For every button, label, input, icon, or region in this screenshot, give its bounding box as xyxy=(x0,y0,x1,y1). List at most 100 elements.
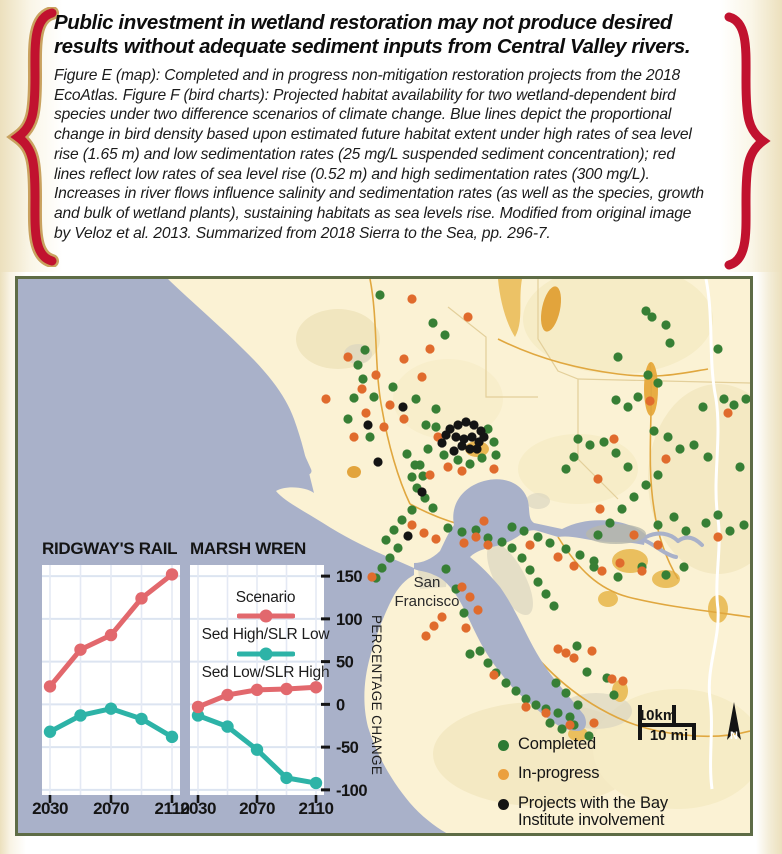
sed-high-slr-low-label: Sed High/SLR Low xyxy=(201,626,330,644)
project-dot-completed xyxy=(375,290,385,300)
project-dot-completed xyxy=(377,563,387,573)
marsh-wren-title: MARSH WREN xyxy=(190,539,306,558)
marsh-wren-chart: 2030 2070 2110 xyxy=(180,565,334,818)
project-dot-completed xyxy=(675,444,685,454)
project-dot-in_progress xyxy=(569,561,579,571)
in-progress-dot-icon xyxy=(498,769,509,781)
project-dot-in_progress xyxy=(595,504,605,514)
bay-institute-dot-icon xyxy=(498,798,509,810)
project-dot-in_progress xyxy=(407,520,417,530)
project-dot-completed xyxy=(611,395,621,405)
project-dot-in_progress xyxy=(483,540,493,550)
completed-dot-icon xyxy=(498,740,509,751)
project-dot-completed xyxy=(703,452,713,462)
project-dot-completed xyxy=(573,434,583,444)
project-dot-bay_institute xyxy=(479,432,489,442)
figure-caption: Figure E (map): Completed and in progres… xyxy=(54,67,704,242)
project-dot-in_progress xyxy=(321,394,331,404)
project-dot-completed xyxy=(388,382,398,392)
project-dot-completed xyxy=(643,370,653,380)
project-dot-in_progress xyxy=(425,344,435,354)
project-dot-in_progress xyxy=(343,352,353,362)
project-dot-completed xyxy=(389,525,399,535)
project-dot-in_progress xyxy=(569,653,579,663)
svg-text:2110: 2110 xyxy=(299,799,334,818)
project-dot-in_progress xyxy=(431,534,441,544)
project-dot-in_progress xyxy=(587,646,597,656)
project-dot-completed xyxy=(393,543,403,553)
project-dot-completed xyxy=(641,306,651,316)
project-dot-in_progress xyxy=(589,718,599,728)
svg-text:-100: -100 xyxy=(336,782,367,800)
scenario-legend: Scenario Sed High/SLR Low Sed Low/SLR Hi… xyxy=(168,588,363,682)
project-dot-completed xyxy=(360,345,370,355)
project-dot-in_progress xyxy=(615,558,625,568)
bay-area-map: RIDGWAY'S RAIL MARSH WREN 2030 2070 2110 2… xyxy=(15,276,753,836)
scale-bar: 10km 10 mi N xyxy=(638,702,741,744)
project-dot-in_progress xyxy=(553,644,563,654)
right-brace-decoration xyxy=(724,12,771,270)
delta-channels xyxy=(644,531,704,559)
project-dot-completed xyxy=(491,450,501,460)
project-dot-in_progress xyxy=(479,516,489,526)
header-band xyxy=(0,0,782,272)
project-dot-completed xyxy=(561,688,571,698)
project-dot-completed xyxy=(661,320,671,330)
project-dot-completed xyxy=(471,525,481,535)
project-dot-completed xyxy=(428,318,438,328)
project-dot-completed xyxy=(483,424,493,434)
project-dot-completed xyxy=(497,537,507,547)
project-dot-in_progress xyxy=(561,648,571,658)
project-dot-completed xyxy=(665,338,675,348)
project-dot-bay_institute xyxy=(451,432,461,442)
project-dot-completed xyxy=(698,402,708,412)
project-dot-completed xyxy=(661,570,671,580)
project-dot-bay_institute xyxy=(472,444,482,454)
project-dot-completed xyxy=(381,535,391,545)
scenario-legend-title: Scenario xyxy=(235,589,296,606)
svg-text:-50: -50 xyxy=(336,739,359,757)
svg-text:150: 150 xyxy=(336,568,362,586)
project-dot-in_progress xyxy=(541,708,551,718)
project-dot-completed xyxy=(453,455,463,465)
project-dot-completed xyxy=(613,352,623,362)
project-dot-in_progress xyxy=(629,530,639,540)
project-dot-in_progress xyxy=(371,370,381,380)
svg-text:2030: 2030 xyxy=(32,799,68,818)
scale-bar-lines xyxy=(638,705,696,740)
project-dot-completed xyxy=(465,649,475,659)
legend-row-completed: Completed xyxy=(498,735,748,753)
legend-row-bay-institute: Projects with the Bay Institute involvem… xyxy=(498,794,748,830)
project-dot-completed xyxy=(582,667,592,677)
figure-title: Public investment in wetland restoration… xyxy=(54,11,691,59)
project-dot-in_progress xyxy=(361,408,371,418)
project-dot-completed xyxy=(407,505,417,515)
project-dot-in_progress xyxy=(349,432,359,442)
san-francisco-label: San Francisco xyxy=(394,574,460,610)
project-dot-in_progress xyxy=(645,396,655,406)
svg-text:2110: 2110 xyxy=(155,799,190,818)
project-dot-completed xyxy=(531,700,541,710)
project-dot-in_progress xyxy=(525,540,535,550)
project-dot-in_progress xyxy=(417,372,427,382)
project-dot-completed xyxy=(713,344,723,354)
svg-text:100: 100 xyxy=(336,611,362,629)
project-dot-in_progress xyxy=(618,676,628,686)
project-dot-completed xyxy=(609,690,619,700)
project-dot-completed xyxy=(605,518,615,528)
project-dot-completed xyxy=(369,392,379,402)
project-dot-completed xyxy=(507,543,517,553)
project-dot-completed xyxy=(701,518,711,528)
project-dot-in_progress xyxy=(465,592,475,602)
project-dot-in_progress xyxy=(457,466,467,476)
project-dot-completed xyxy=(553,708,563,718)
project-dot-completed xyxy=(477,453,487,463)
project-dot-bay_institute xyxy=(398,402,408,412)
north-label: N xyxy=(730,730,738,742)
project-dot-completed xyxy=(653,470,663,480)
project-dot-completed xyxy=(561,544,571,554)
sed-low-slr-high-marker xyxy=(236,647,295,661)
project-dot-completed xyxy=(653,378,663,388)
project-dot-bay_institute xyxy=(437,438,447,448)
svg-text:2070: 2070 xyxy=(239,799,275,818)
